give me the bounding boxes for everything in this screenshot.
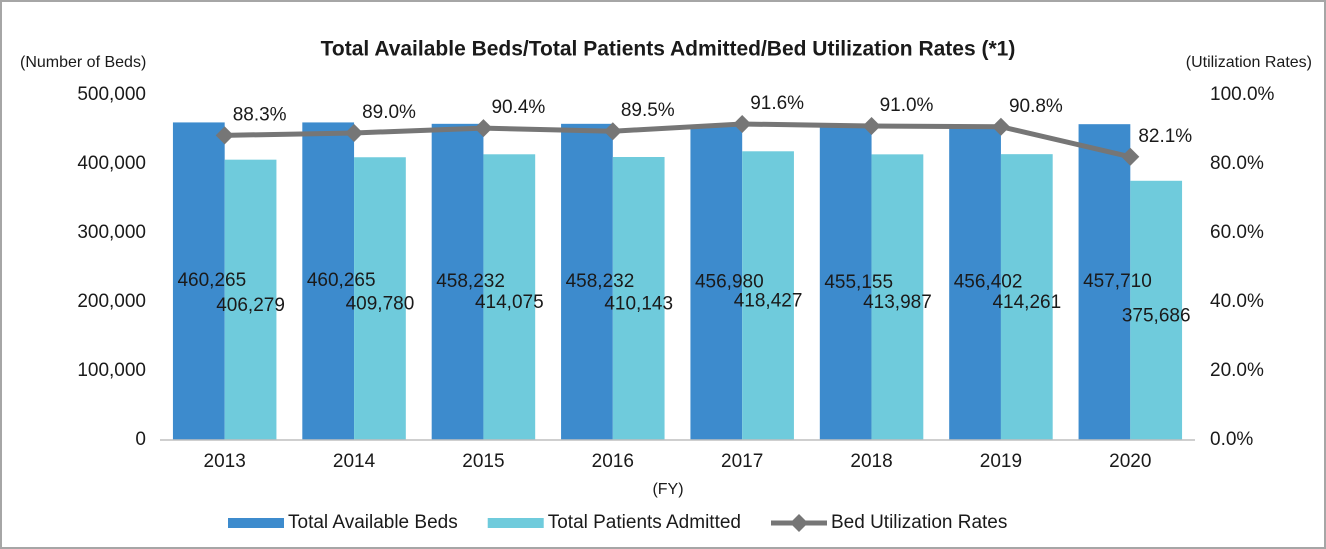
bar: [871, 154, 924, 440]
bar: [612, 157, 665, 440]
line: [224, 121, 1131, 160]
bar: [1078, 124, 1131, 440]
x-tick-label: 2019: [980, 451, 1022, 472]
legend-swatch: [228, 518, 284, 528]
legend-label: Total Available Beds: [288, 512, 458, 533]
legend-label: Total Patients Admitted: [548, 512, 741, 533]
data-label: 455,155: [824, 272, 893, 293]
y2-tick-label: 20.0%: [1210, 360, 1264, 381]
bar: [949, 125, 1001, 441]
bar: [819, 125, 872, 440]
data-label: 88.3%: [233, 104, 287, 125]
data-label: 456,980: [695, 271, 764, 292]
bar: [1000, 154, 1053, 440]
data-label: 409,780: [346, 294, 415, 315]
bar: [690, 124, 743, 440]
y-tick-label: 500,000: [77, 84, 146, 105]
data-label: 91.0%: [880, 95, 934, 116]
line-marker: [1121, 147, 1140, 166]
bar: [354, 157, 406, 440]
data-label: 413,987: [863, 292, 932, 313]
y-tick-label: 400,000: [77, 153, 146, 174]
x-tick-label: 2020: [1109, 451, 1151, 472]
line-marker: [733, 114, 752, 133]
data-label: 410,143: [604, 294, 673, 315]
bar: [302, 122, 355, 441]
x-tick-label: 2018: [850, 451, 892, 472]
line-marker: [474, 119, 493, 138]
y2-tick-label: 0.0%: [1210, 429, 1253, 450]
y2-tick-label: 80.0%: [1210, 153, 1264, 174]
x-tick-label: 2017: [721, 451, 763, 472]
legend-swatch: [790, 514, 808, 532]
y-tick-label: 0: [135, 429, 146, 450]
data-label: 418,427: [734, 291, 803, 312]
data-label: 457,710: [1083, 271, 1152, 292]
x-tick-label: 2015: [462, 451, 504, 472]
line-marker: [215, 126, 234, 145]
x-tick-label: 2016: [592, 451, 634, 472]
data-label: 89.5%: [621, 100, 675, 121]
data-label: 414,261: [992, 292, 1061, 313]
bar: [172, 122, 225, 441]
data-label: 89.0%: [362, 102, 416, 123]
y2-tick-label: 100.0%: [1210, 84, 1275, 105]
bar: [561, 123, 613, 441]
line-marker: [345, 123, 364, 142]
data-label: 414,075: [475, 292, 544, 313]
bar: [483, 154, 536, 440]
line-marker: [991, 117, 1010, 136]
legend-swatch: [487, 518, 544, 528]
bar: [224, 159, 277, 441]
chart-title: Total Available Beds/Total Patients Admi…: [321, 38, 1016, 61]
data-label: 458,232: [566, 271, 635, 292]
data-label: 458,232: [436, 271, 505, 292]
data-label: 460,265: [177, 270, 246, 291]
y2-tick-label: 60.0%: [1210, 222, 1264, 243]
bar: [742, 151, 794, 440]
data-label: 375,686: [1122, 305, 1191, 326]
y-tick-label: 200,000: [77, 291, 146, 312]
y2-tick-label: 40.0%: [1210, 291, 1264, 312]
data-label: 456,402: [954, 272, 1023, 293]
y-axis-label: (Number of Beds): [20, 54, 146, 71]
y-tick-label: 300,000: [77, 222, 146, 243]
bar: [1130, 180, 1183, 440]
data-label: 90.8%: [1009, 96, 1063, 117]
legend-label: Bed Utilization Rates: [831, 512, 1007, 533]
bar: [431, 123, 484, 441]
x-tick-label: 2013: [204, 451, 246, 472]
data-label: 90.4%: [491, 97, 545, 118]
y-tick-label: 100,000: [77, 360, 146, 381]
line-marker: [862, 117, 881, 136]
y2-axis-label: (Utilization Rates): [1186, 54, 1312, 71]
line-marker: [603, 122, 622, 141]
data-label: 91.6%: [750, 93, 804, 114]
x-axis-label: (FY): [652, 481, 683, 498]
data-label: 460,265: [307, 270, 376, 291]
data-label: 82.1%: [1138, 126, 1192, 147]
x-tick-label: 2014: [333, 451, 376, 472]
data-label: 406,279: [216, 295, 285, 316]
